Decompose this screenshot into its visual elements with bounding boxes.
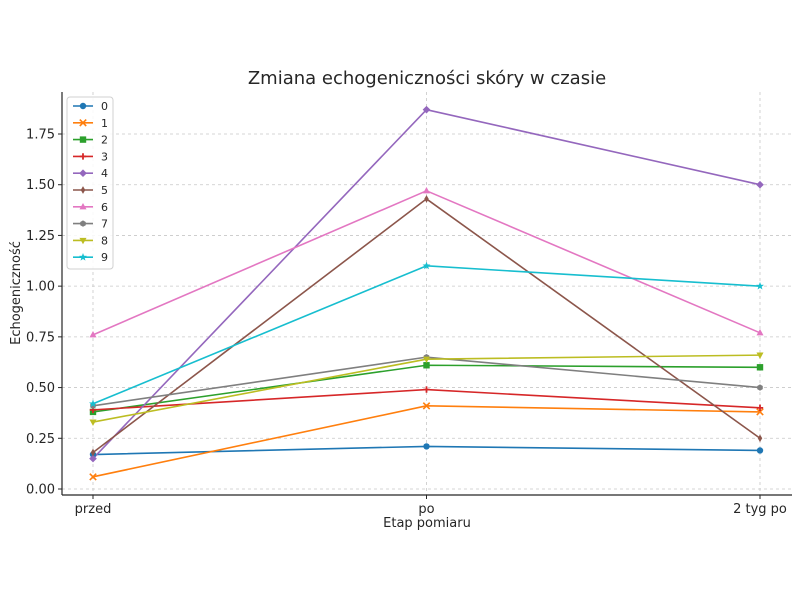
legend-label-9: 9 [101,251,108,264]
data-point-series-1-0 [89,473,97,481]
series-markers [89,105,764,481]
y-tick-label: 0.00 [26,483,55,498]
data-point-series-3-2 [756,404,764,412]
data-point-series-9-0 [89,399,97,408]
legend-label-0: 0 [101,100,108,113]
data-point-series-9-2 [756,281,764,290]
chart-title: Zmiana echogeniczności skóry w czasie [248,68,606,89]
legend-marker-5 [80,186,86,194]
data-point-series-9-1 [422,261,431,270]
data-point-series-1-2 [756,408,764,416]
x-tick-label: przed [75,502,112,517]
legend-marker-4 [79,169,87,178]
data-point-series-7-2 [757,384,763,391]
legend-marker-2 [79,136,87,143]
legend-label-4: 4 [101,167,108,180]
y-tick-label: 0.25 [26,432,55,447]
legend-marker-9 [79,253,87,261]
data-point-series-8-1 [422,356,431,364]
y-tick-label: 1.25 [26,229,55,244]
data-point-series-4-0 [89,454,97,463]
legend: 0 1 2 3 4 5 6 7 8 9 [66,96,114,270]
legend-marker-0 [79,102,87,110]
legend-label-5: 5 [101,184,108,197]
legend-marker-6 [79,202,87,210]
x-tick-label: po [418,502,434,517]
data-point-series-0-1 [423,443,430,450]
legend-label-3: 3 [101,150,108,163]
data-point-series-0-2 [756,447,764,454]
data-point-series-4-1 [422,105,431,114]
y-tick-label: 1.75 [26,128,55,143]
legend-label-6: 6 [101,201,108,214]
x-axis-label: Etap pomiaru [383,516,471,531]
data-point-series-6-0 [89,330,97,338]
legend-marker-8 [79,237,87,245]
y-axis-ticks: 0.00 0.25 0.50 0.75 1.00 1.25 1.50 1.75 [26,128,62,498]
grid [62,92,792,495]
data-point-series-4-2 [756,180,764,189]
data-point-series-6-2 [756,328,764,336]
data-point-series-2-2 [756,364,764,371]
legend-label-7: 7 [101,218,108,231]
y-tick-label: 0.50 [26,381,55,396]
y-tick-label: 1.50 [26,178,55,193]
legend-label-2: 2 [101,134,108,147]
y-axis-label: Echogeniczność [9,241,24,345]
data-point-series-8-2 [756,352,764,359]
legend-marker-3 [79,153,87,160]
legend-marker-1 [79,119,87,127]
data-point-series-8-0 [89,419,97,426]
y-tick-label: 1.00 [26,280,55,295]
y-tick-label: 0.75 [26,330,55,345]
axes [61,92,792,496]
data-point-series-3-1 [423,386,430,393]
data-point-series-5-1 [424,195,429,203]
legend-label-1: 1 [101,117,108,130]
data-point-series-6-1 [422,186,431,194]
data-point-series-5-2 [757,434,763,443]
data-point-series-5-0 [90,448,96,457]
legend-marker-7 [80,220,86,227]
x-axis-ticks: przed po 2 tyg po [75,495,787,517]
legend-label-8: 8 [101,234,108,247]
data-point-series-2-1 [423,362,430,369]
data-point-series-1-1 [422,402,431,410]
x-tick-label: 2 tyg po [733,502,787,517]
